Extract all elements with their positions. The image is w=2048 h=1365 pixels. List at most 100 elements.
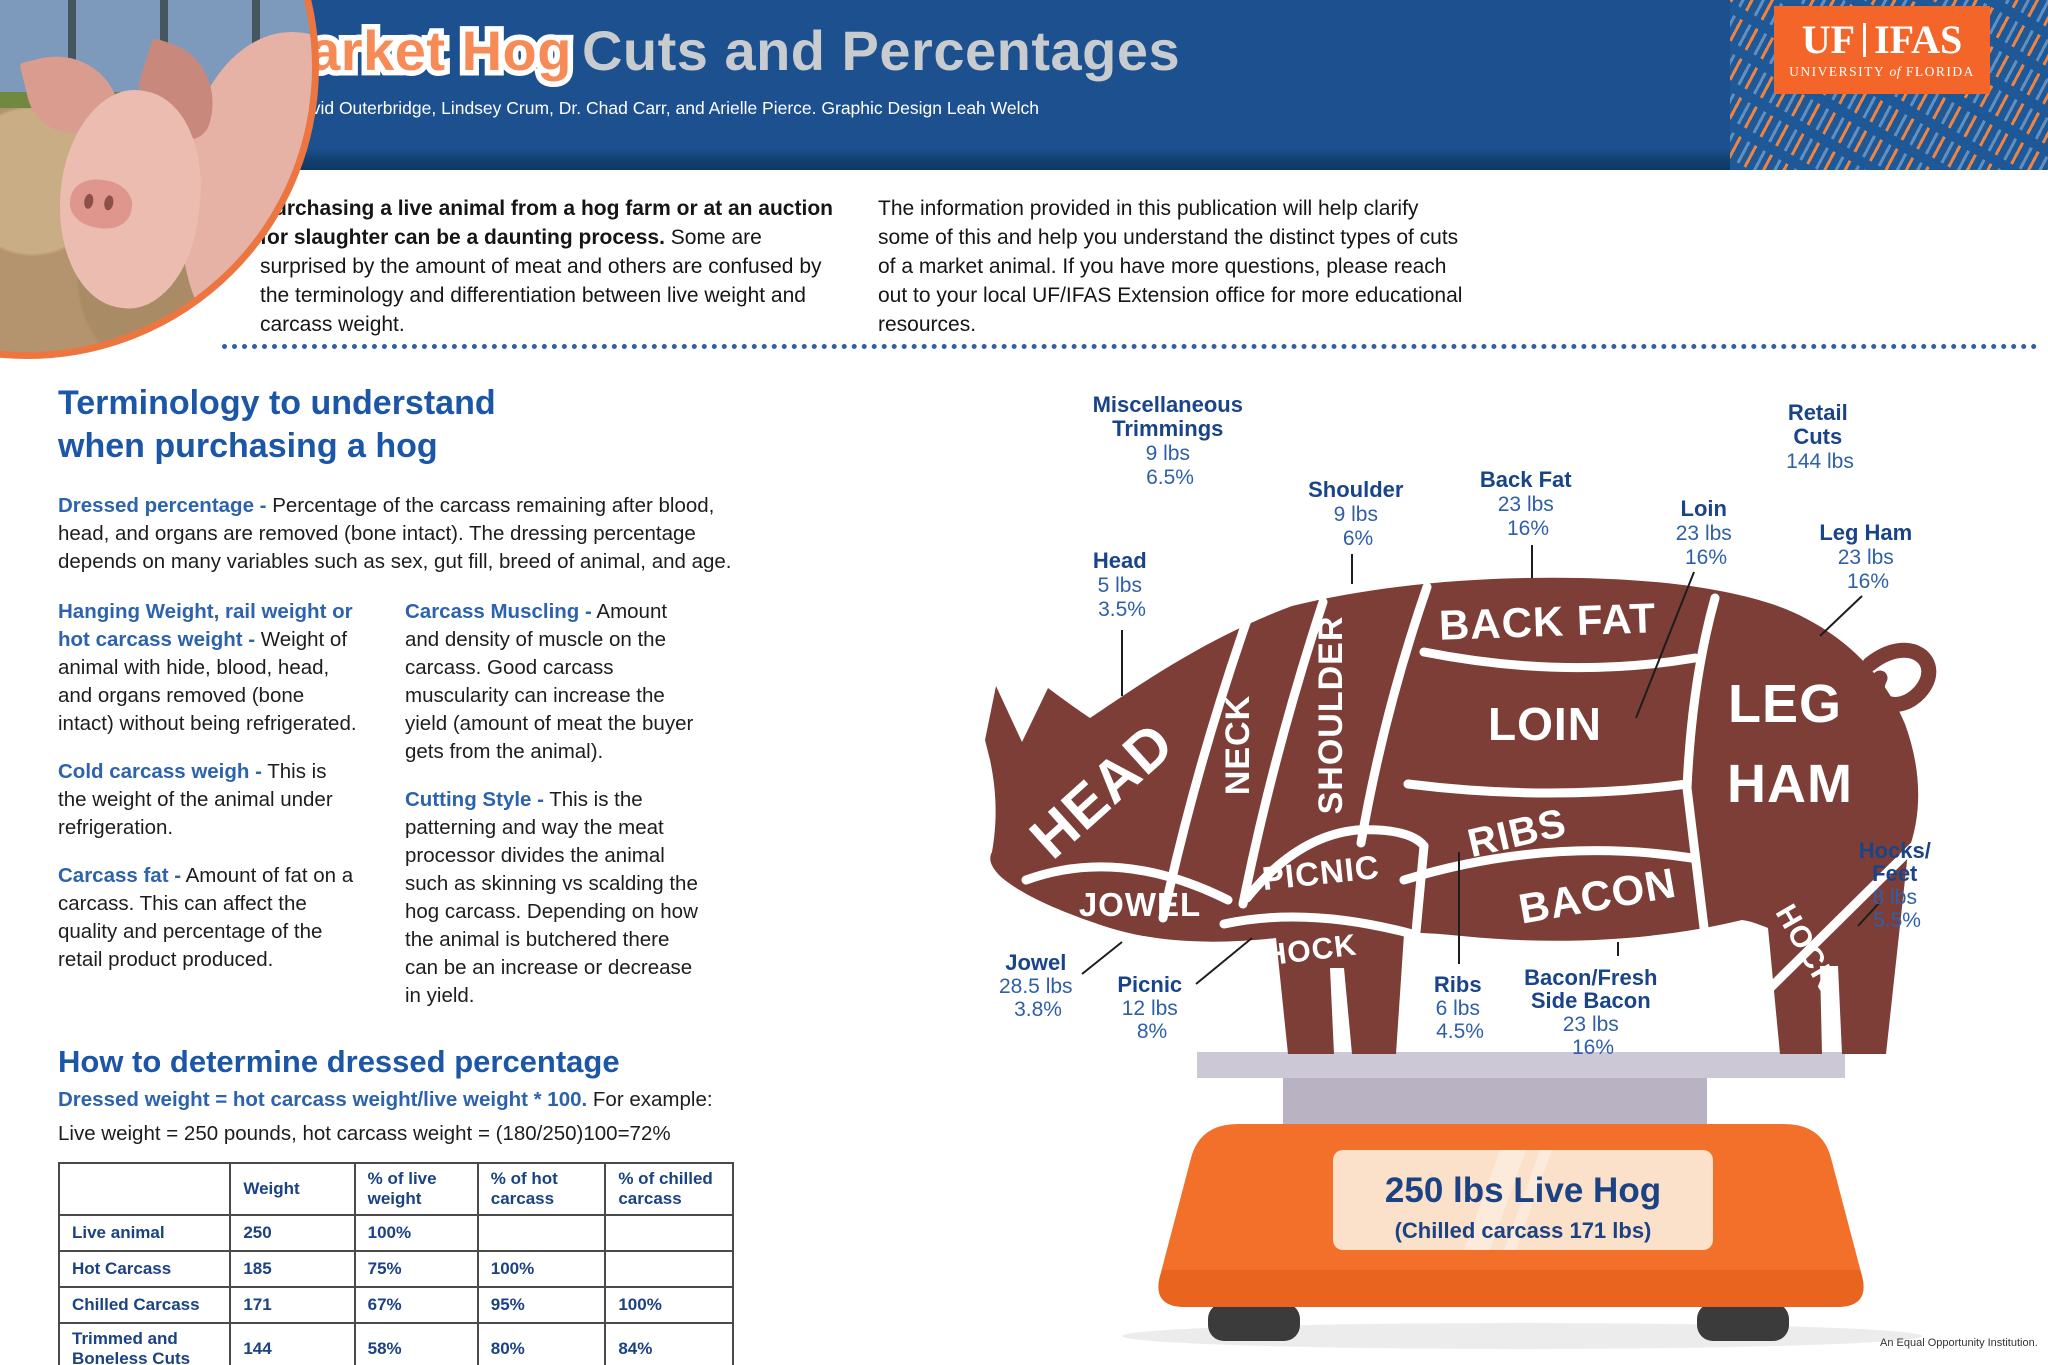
scale-plate-glare	[1464, 1150, 1526, 1250]
cell-hot-carcass: Hot Carcass	[57, 1250, 232, 1288]
cut-shoulder-picnic	[1242, 825, 1429, 903]
section-jowel: JOWEL	[1079, 886, 1201, 923]
label-legham: Leg Ham 23 lbs 16%	[1819, 520, 1916, 593]
logo-wordmark: UF IFAS	[1802, 20, 1963, 60]
label-weight: 9 lbs	[1146, 442, 1190, 465]
label-text: Loin	[1681, 496, 1727, 521]
cut-bacon-legham	[1682, 783, 1711, 949]
cell: 185	[229, 1250, 356, 1288]
formula-bold: Dressed weight = hot carcass weight/live…	[58, 1088, 588, 1111]
definition-cold-carcass: Cold carcass weigh - This is the weight …	[58, 758, 359, 842]
label-percent: 4.5%	[1436, 1020, 1484, 1043]
cut-picnic-right	[1411, 841, 1429, 937]
section-ham: HAM	[1727, 754, 1853, 814]
definition-carcass-fat: Carcass fat - Amount of fat on a carcass…	[58, 862, 359, 974]
label-text: Side Bacon	[1531, 988, 1651, 1013]
cell	[604, 1214, 734, 1252]
label-percent: 5.5%	[1873, 909, 1921, 932]
dressed-example: Live weight = 250 pounds, hot carcass we…	[58, 1122, 671, 1145]
label-text: Back Fat	[1480, 467, 1572, 492]
term-carcass-fat: Carcass fat -	[58, 864, 182, 887]
dressed-percentage-heading: How to determine dressed percentage	[58, 1044, 620, 1079]
logo-ifas: IFAS	[1874, 17, 1963, 62]
section-leg: LEG	[1728, 674, 1842, 734]
scale-plate-glare	[1504, 1150, 1552, 1250]
label-misc-trimmings: Miscellaneous Trimmings 9 lbs 6.5%	[1093, 392, 1248, 489]
logo-florida: FLORIDA	[1905, 64, 1975, 79]
def-cutting-style-text: This is the patterning and way the meat …	[405, 788, 698, 1007]
dressed-formula: Dressed weight = hot carcass weight/live…	[58, 1086, 734, 1114]
equal-opportunity-note: An Equal Opportunity Institution.	[1880, 1337, 2038, 1349]
pig-photo	[0, 0, 319, 359]
cut-front-hock	[1219, 912, 1417, 939]
label-percent: 6.5%	[1146, 466, 1194, 489]
scale-reading-sub: (Chilled carcass 171 lbs)	[1395, 1218, 1652, 1243]
cell	[476, 1214, 607, 1252]
dotted-divider	[222, 344, 2038, 349]
label-percent: 6%	[1343, 527, 1373, 550]
cut-neck-shoulder	[1238, 597, 1328, 909]
cell-chilled-carcass: Chilled Carcass	[57, 1286, 232, 1324]
label-hocks-feet: Hocks/ Feet 8 lbs 5.5%	[1859, 838, 1936, 932]
label-weight: 23 lbs	[1838, 546, 1894, 569]
cell: 84%	[604, 1322, 734, 1365]
label-text: Retail	[1788, 400, 1848, 425]
label-text: Leg Ham	[1819, 520, 1912, 545]
logo-uf: UF	[1801, 17, 1856, 62]
leader-loin	[1635, 571, 1695, 719]
terminology-col-left: Hanging Weight, rail weight or hot carca…	[58, 598, 359, 1030]
pig-tail-curl	[1862, 642, 1937, 712]
th-pct-chilled: % of chilled carcass	[604, 1162, 734, 1216]
label-text: Picnic	[1117, 972, 1182, 997]
cell: 95%	[476, 1286, 607, 1324]
cell	[604, 1250, 734, 1288]
label-text: Bacon/Fresh	[1524, 965, 1657, 990]
term-dressed-percentage: Dressed percentage -	[58, 494, 267, 517]
label-loin: Loin 23 lbs 16%	[1676, 496, 1737, 569]
term-cutting-style: Cutting Style -	[405, 788, 544, 811]
scale-platform-top	[1197, 1052, 1845, 1078]
label-text: Jowel	[1005, 950, 1066, 975]
uf-ifas-logo: UF IFAS UNIVERSITY of FLORIDA	[1774, 6, 1990, 94]
th-pct-hot: % of hot carcass	[476, 1162, 607, 1216]
label-weight: 5 lbs	[1098, 574, 1142, 597]
byline: by David Outerbridge, Lindsey Crum, Dr. …	[266, 98, 1039, 118]
photo-pig-nostril	[83, 193, 95, 210]
label-weight: 6 lbs	[1436, 997, 1480, 1020]
label-head: Head 5 lbs 3.5%	[1093, 548, 1151, 621]
formula-rest: For example:	[587, 1088, 713, 1111]
scale-body-rim	[1158, 1270, 1864, 1307]
def-hanging-weight-text: Weight of animal with hide, blood, head,…	[58, 628, 357, 735]
th-blank	[57, 1162, 232, 1216]
term-hanging-weight: Hanging Weight, rail weight or hot carca…	[58, 600, 353, 651]
th-pct-live: % of live weight	[353, 1162, 479, 1216]
definition-dressed-percentage: Dressed percentage - Percentage of the c…	[58, 492, 734, 576]
cut-backfat-bottom	[1419, 647, 1700, 673]
term-carcass-muscling: Carcass Muscling -	[405, 600, 592, 623]
terminology-col-right: Carcass Muscling - Amount and density of…	[405, 598, 706, 1030]
label-weight: 9 lbs	[1334, 503, 1378, 526]
label-text: Miscellaneous	[1093, 392, 1243, 417]
logo-university: UNIVERSITY	[1789, 64, 1885, 79]
logo-divider-bar	[1863, 23, 1867, 57]
cut-rear-hock	[1753, 841, 1919, 1005]
section-loin: LOIN	[1488, 698, 1602, 750]
cut-loin-right	[1682, 593, 1720, 793]
logo-of: of	[1889, 64, 1901, 79]
cell: 100%	[604, 1286, 734, 1324]
table-row: Chilled Carcass 171 67% 95% 100%	[57, 1286, 734, 1324]
cell: 80%	[476, 1322, 607, 1365]
label-text: Head	[1093, 548, 1147, 573]
photo-pig-nostril	[103, 194, 115, 212]
label-weight: 23 lbs	[1498, 493, 1554, 516]
cut-loin-bottom	[1403, 779, 1692, 798]
table-row: Hot Carcass 185 75% 100%	[57, 1250, 734, 1288]
scale-platform-base	[1283, 1078, 1707, 1124]
definition-hanging-weight: Hanging Weight, rail weight or hot carca…	[58, 598, 359, 738]
label-retail-cuts: Retail Cuts 144 lbs	[1786, 400, 1854, 473]
terminology-heading: Terminology to understand when purchasin…	[58, 382, 734, 468]
leader-jowel	[1081, 941, 1123, 975]
intro-lead-bold: Purchasing a live animal from a hog farm…	[260, 197, 833, 249]
section-neck: NECK	[1219, 695, 1257, 795]
section-shoulder: SHOULDER	[1312, 616, 1350, 815]
